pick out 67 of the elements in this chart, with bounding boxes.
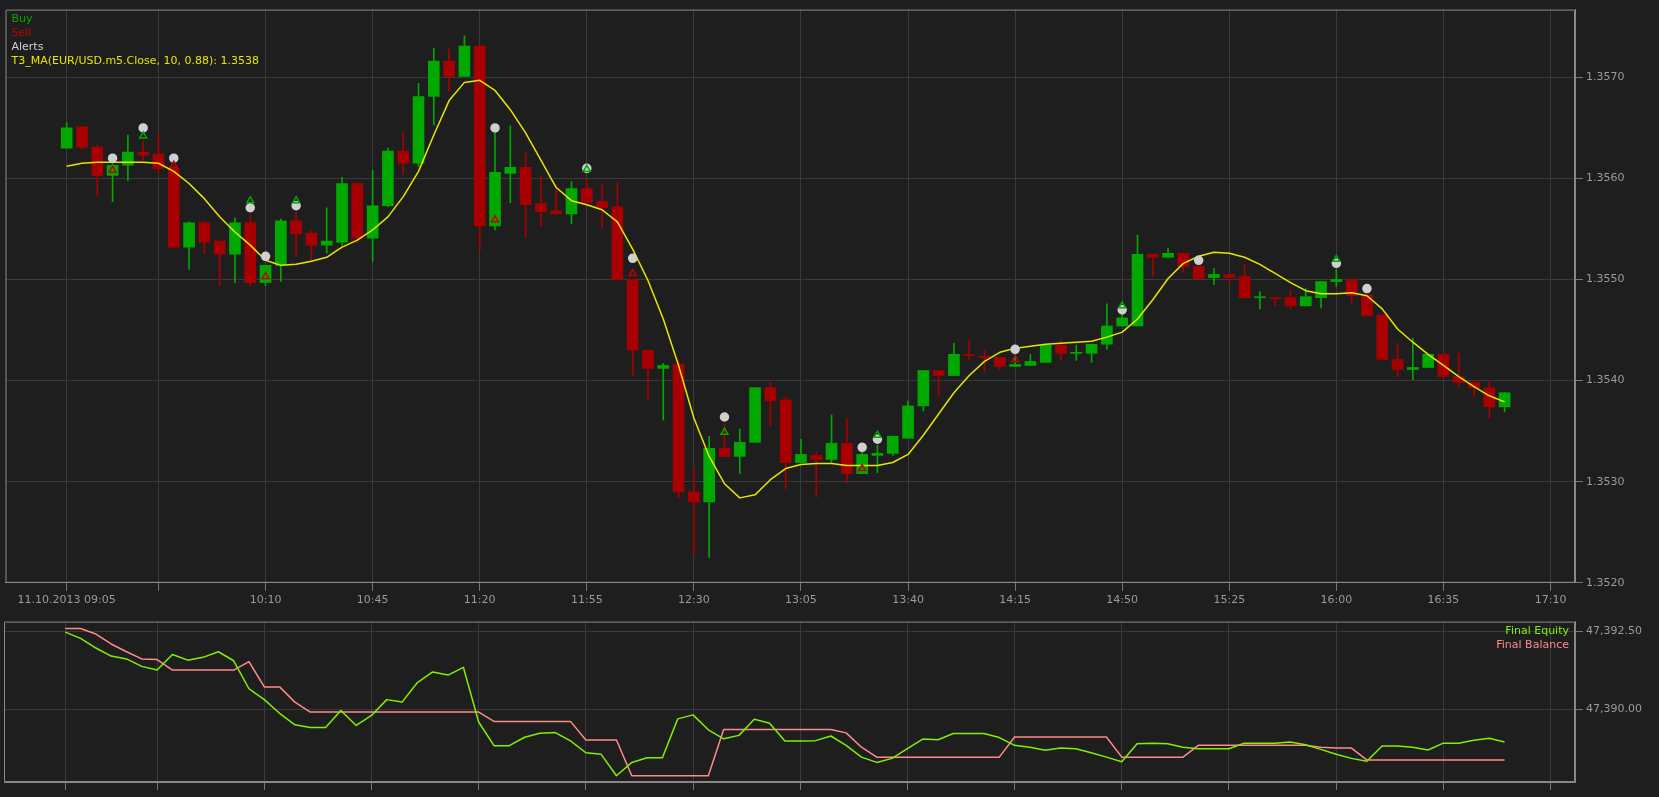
- y-tick-label: 1.3530: [1586, 474, 1625, 488]
- point: [138, 131, 148, 139]
- point: [291, 200, 301, 211]
- point: [627, 253, 638, 264]
- point: [246, 195, 255, 204]
- candlestick: [1407, 337, 1419, 380]
- point: [1332, 254, 1341, 263]
- text: Final Equity: [1505, 623, 1570, 637]
- y-tick-label: 1.3550: [1586, 272, 1625, 286]
- x-tick-label: 11:55: [570, 593, 603, 607]
- x-tick-label: 11.10.2013 09:05: [17, 593, 116, 607]
- x-tick-label: 11:20: [463, 593, 496, 607]
- point: [260, 251, 271, 262]
- point: [1010, 354, 1020, 363]
- x-tick-label: 13:40: [892, 593, 924, 607]
- candlestick: [1146, 253, 1159, 277]
- x-tick-label: 13:05: [785, 593, 817, 607]
- candlestick: [596, 184, 608, 229]
- x-tick-label: 12:30: [678, 593, 710, 607]
- candlestick: [657, 363, 670, 421]
- candlestick: [504, 125, 517, 204]
- x-tick-label: 17:10: [1534, 593, 1567, 607]
- point: [490, 215, 500, 223]
- candlestick: [1269, 297, 1282, 307]
- y-tick-label: 47,392.50: [1586, 624, 1642, 638]
- point: [169, 160, 178, 169]
- point: [1010, 344, 1020, 355]
- point: [719, 412, 730, 422]
- point: [873, 430, 882, 438]
- candlestick: [810, 452, 823, 498]
- x-tick-label: 14:50: [1106, 593, 1139, 607]
- point: [1193, 255, 1204, 266]
- text: T3_MA(EUR/USD.m5.Close, 10, 0.88): 1.3538: [10, 53, 260, 67]
- y-tick-label: 1.3560: [1586, 171, 1625, 185]
- point: [291, 195, 301, 204]
- candlestick: [535, 176, 547, 227]
- x-tick-label: 15:25: [1213, 593, 1246, 607]
- candlestick: [1254, 291, 1266, 310]
- point: [857, 442, 867, 453]
- point: [138, 123, 148, 133]
- candlestick: [688, 468, 700, 555]
- x-tick-label: 16:00: [1320, 593, 1353, 607]
- x-tick-label: 16:35: [1427, 593, 1460, 607]
- x-tick-label: 10:45: [356, 593, 389, 607]
- candlestick: [550, 184, 563, 215]
- x-tick-label: 10:10: [249, 593, 282, 607]
- point: [1117, 301, 1127, 309]
- text: Sell: [11, 25, 32, 39]
- point: [245, 202, 255, 213]
- point: [490, 123, 500, 133]
- candlestick: [1208, 268, 1220, 285]
- x-tick-label: 14:15: [999, 593, 1031, 607]
- text: Buy: [11, 11, 34, 25]
- point: [1362, 283, 1372, 294]
- point: [628, 268, 637, 277]
- y-tick-label: 47,390.00: [1586, 702, 1642, 716]
- y-tick-label: 1.3520: [1586, 575, 1625, 589]
- point: [169, 153, 179, 163]
- candlestick: [137, 140, 150, 161]
- candlestick: [1070, 344, 1083, 361]
- candlestick: [963, 339, 976, 360]
- text: Alerts: [11, 39, 44, 53]
- point: [720, 427, 729, 435]
- point: [107, 153, 118, 163]
- y-tick-label: 1.3540: [1586, 373, 1625, 387]
- text: Final Balance: [1496, 637, 1570, 651]
- y-tick-label: 1.3570: [1586, 70, 1625, 84]
